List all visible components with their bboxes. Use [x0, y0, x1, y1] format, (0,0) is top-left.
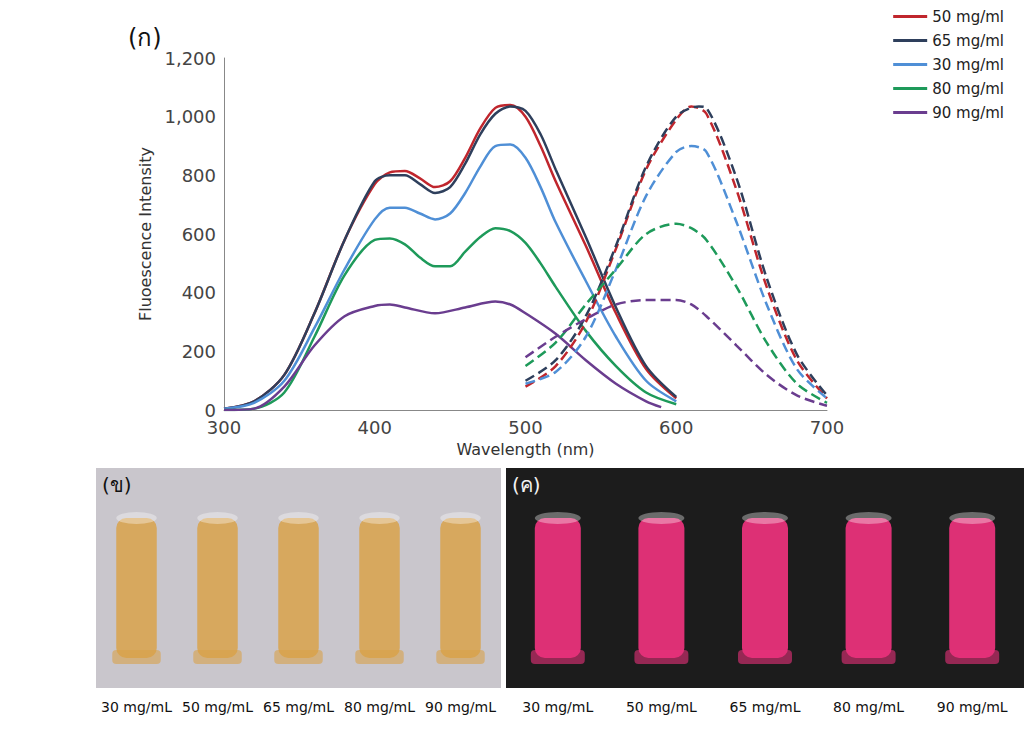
svg-text:300: 300 [207, 417, 241, 438]
svg-text:Wavelength (nm): Wavelength (nm) [456, 440, 594, 459]
svg-text:800: 800 [182, 165, 216, 186]
svg-text:30 mg/mL: 30 mg/mL [522, 699, 593, 715]
svg-text:50 mg/mL: 50 mg/mL [626, 699, 697, 715]
svg-text:(ค): (ค) [512, 473, 541, 497]
svg-text:80 mg/mL: 80 mg/mL [344, 699, 415, 715]
svg-text:80 mg/ml: 80 mg/ml [932, 80, 1004, 98]
svg-text:50 mg/ml: 50 mg/ml [932, 8, 1004, 26]
svg-text:90 mg/mL: 90 mg/mL [425, 699, 496, 715]
svg-text:(ก): (ก) [128, 24, 162, 52]
svg-text:30 mg/mL: 30 mg/mL [101, 699, 172, 715]
svg-text:700: 700 [810, 417, 844, 438]
svg-text:1,200: 1,200 [164, 48, 216, 69]
svg-text:0: 0 [204, 399, 216, 421]
svg-text:30 mg/ml: 30 mg/ml [932, 56, 1004, 74]
svg-text:Fluoescence Intensity: Fluoescence Intensity [136, 147, 155, 321]
svg-text:400: 400 [358, 417, 392, 438]
svg-text:65 mg/ml: 65 mg/ml [932, 32, 1004, 50]
svg-text:50 mg/mL: 50 mg/mL [182, 699, 253, 715]
svg-text:600: 600 [659, 417, 693, 438]
svg-text:400: 400 [182, 282, 216, 303]
svg-text:1,000: 1,000 [164, 106, 216, 127]
svg-text:90 mg/ml: 90 mg/ml [932, 104, 1004, 122]
svg-text:500: 500 [508, 417, 542, 438]
svg-text:600: 600 [182, 224, 216, 245]
svg-text:200: 200 [182, 341, 216, 362]
svg-text:65 mg/mL: 65 mg/mL [263, 699, 334, 715]
svg-text:65 mg/mL: 65 mg/mL [730, 699, 801, 715]
svg-text:80 mg/mL: 80 mg/mL [833, 699, 904, 715]
svg-text:(ข): (ข) [102, 473, 132, 497]
svg-text:90 mg/mL: 90 mg/mL [937, 699, 1008, 715]
